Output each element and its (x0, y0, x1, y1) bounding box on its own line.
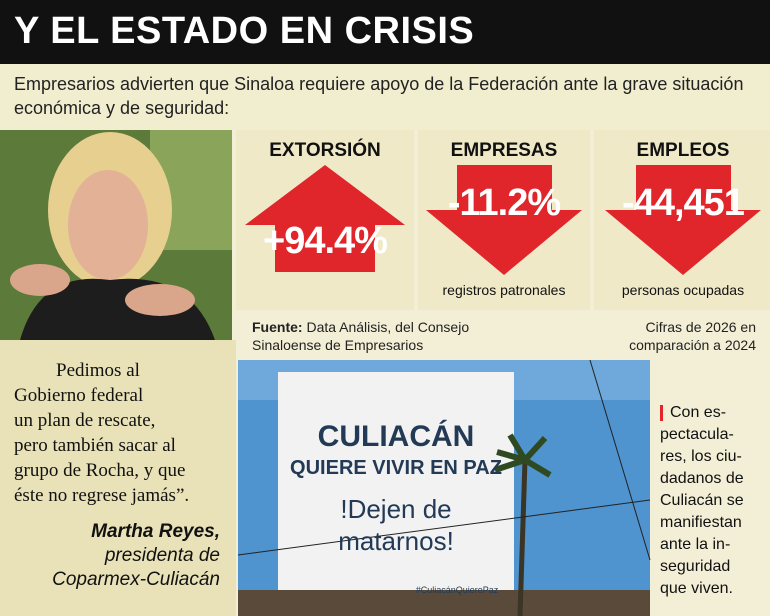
caption-line: ante la in- (660, 536, 731, 553)
caption-line: seguridad (660, 558, 731, 575)
subtitle: Empresarios advierten que Sinaloa requie… (14, 74, 744, 118)
billboard-photo (237, 359, 651, 616)
source-note: Cifras de 2026 en comparación a 2024 (629, 319, 756, 353)
caption-line: Con es- (670, 404, 727, 421)
quote-line: éste no regrese jamás”. (14, 485, 190, 506)
quote: Pedimos al Gobierno federal un plan de res… (14, 358, 229, 508)
caption-line: dadanos de (660, 470, 744, 487)
caption-line: Culiacán se (660, 492, 744, 509)
caption-line: que viven. (660, 580, 733, 597)
stat-label: registros patronales (442, 282, 566, 298)
stat-label: personas ocupadas (621, 282, 745, 298)
quote-role: presidenta de (104, 545, 220, 566)
quote-line: un plan de rescate, (14, 410, 156, 431)
caption-line: pectacula- (660, 426, 734, 443)
portrait-photo (0, 130, 232, 340)
source: Fuente: Data Análisis, del Consejo Sinal… (252, 318, 502, 354)
subtitle-band (0, 64, 770, 130)
stat-value: +94.4% (263, 220, 388, 262)
stat-heading: EXTORSIÓN (269, 140, 381, 161)
quote-author-block: Martha Reyes, presidenta de Coparmex-Cul… (52, 520, 220, 592)
caption-line: res, los ciu- (660, 448, 742, 465)
source-text: Data Análisis, del Consejo Sinaloense de… (252, 319, 470, 353)
arrow-down (426, 165, 582, 275)
source-prefix: Fuente: (252, 319, 303, 335)
quote-org: Coparmex-Culiacán (52, 569, 220, 590)
quote-line: grupo de Rocha, y que (14, 460, 186, 481)
quote-line: Pedimos al (56, 360, 140, 381)
billboard-text: matarnos! (338, 526, 454, 556)
stat-value: -11.2% (447, 182, 561, 224)
caption-marker (660, 405, 663, 421)
title: Y EL ESTADO EN CRISIS (14, 10, 475, 52)
billboard-text: QUIERE VIVIR EN PAZ (290, 457, 502, 479)
stat-heading: EMPLEOS (636, 140, 730, 161)
billboard-text: !Dejen de (340, 494, 452, 524)
stat-heading: EMPRESAS (450, 140, 558, 161)
caption-line: manifiestan (660, 514, 742, 531)
quote-line: Gobierno federal (14, 385, 144, 406)
arrow-up (245, 165, 405, 272)
quote-line: pero también sacar al (14, 435, 176, 456)
arrow-down (605, 165, 761, 275)
quote-panel (0, 340, 236, 616)
header-bar (0, 0, 770, 64)
caption: Con es-pectacula-res, los ciu-dadanos de… (660, 402, 765, 600)
billboard-text: CULIACÁN (317, 420, 475, 453)
billboard-hashtag: #CuliacánQuierePaz (415, 585, 499, 595)
stat-value: -44,451 (622, 182, 745, 224)
quote-author: Martha Reyes, (91, 521, 220, 542)
